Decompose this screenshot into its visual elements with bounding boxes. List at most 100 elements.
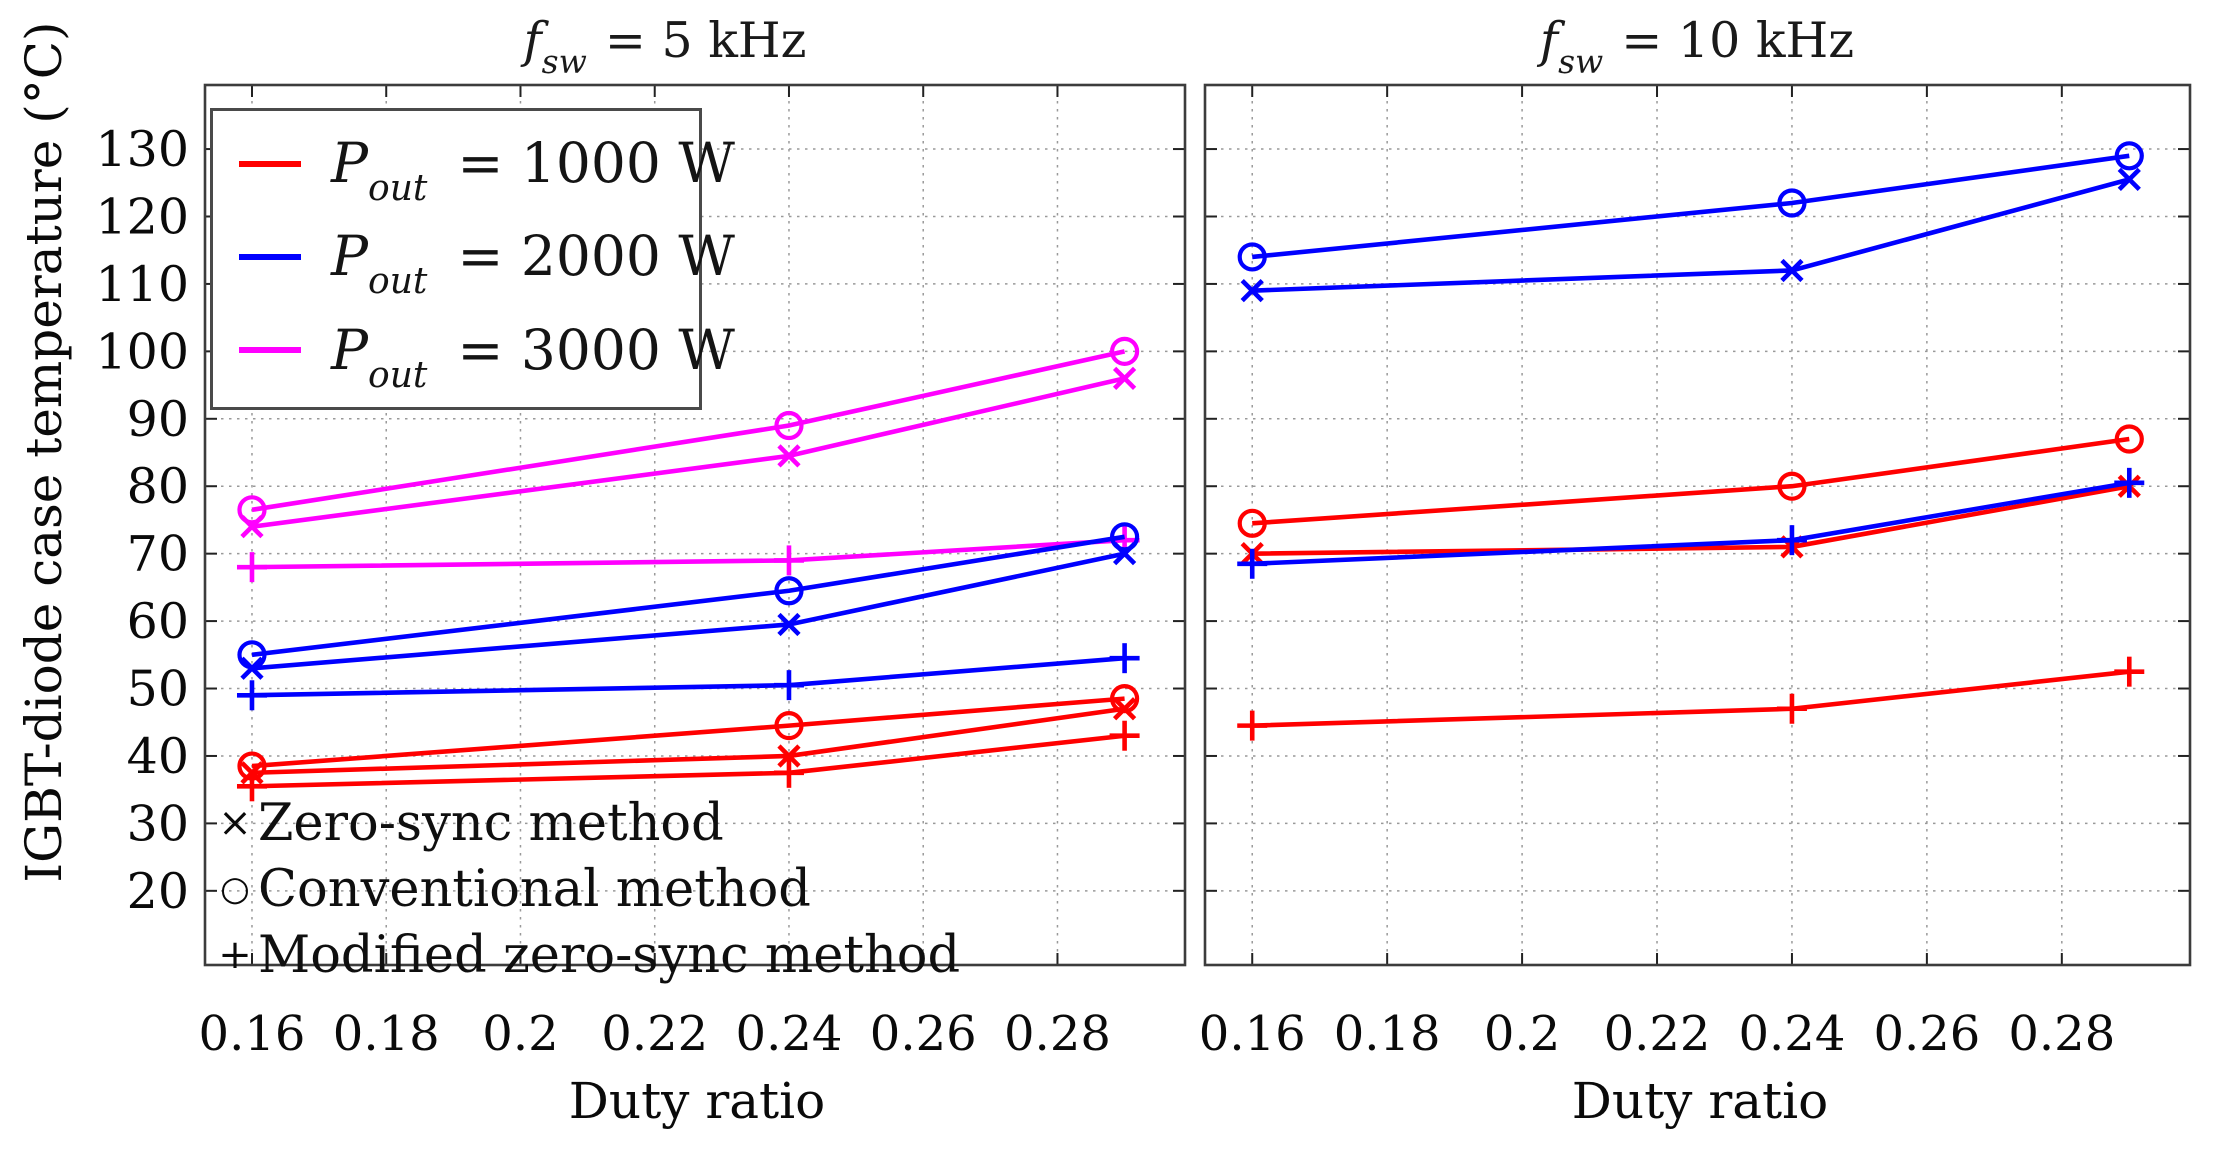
title-fsw-symbol: f: [1539, 12, 1559, 69]
legend-line-sample-magenta: [239, 347, 301, 354]
x-tick-label: 0.28: [1004, 1006, 1111, 1062]
x-tick-label: 0.16: [1199, 1006, 1306, 1062]
circle-marker-icon: [2114, 424, 2144, 454]
legend-item-1000w: Pout = 1000 W: [239, 122, 735, 207]
right-plot-title: fsw = 10 kHz: [1539, 12, 1855, 78]
x-tick-label: 0.24: [736, 1006, 843, 1062]
title-fsw-symbol: f: [523, 12, 542, 69]
series-line: [251, 696, 1125, 769]
x-tick-label: 0.16: [199, 1006, 306, 1062]
x-tick-label: 0.28: [2008, 1006, 2115, 1062]
legend-line-sample-blue: [239, 253, 301, 260]
circle-marker-icon: ○: [220, 869, 250, 909]
y-tick-label: 130: [95, 121, 189, 178]
circle-marker-icon: [1237, 508, 1267, 538]
y-tick-label: 80: [127, 458, 189, 515]
marker-legend-label: Modified zero-sync method: [258, 925, 961, 985]
marker-legend-item-conventional: ○ Conventional method: [212, 856, 960, 922]
x-tick-label: 0.2: [482, 1006, 558, 1062]
series-line: [1252, 177, 2130, 293]
marker-legend-label: Conventional method: [258, 859, 811, 919]
y-tick-label: 20: [127, 863, 189, 920]
circle-marker-icon: [1777, 188, 1807, 218]
series-line: [1252, 669, 2130, 728]
plot-border: [1203, 83, 2192, 967]
right-x-axis-label: Duty ratio: [1571, 1072, 1829, 1130]
x-tick-label: 0.24: [1739, 1006, 1846, 1062]
y-tick-label: 100: [95, 323, 189, 380]
legend-item-label: Pout = 3000 W: [331, 322, 735, 393]
series-line: [1251, 153, 2130, 260]
legend-p-subscript: out: [368, 354, 428, 396]
legend-line-sample-red: [239, 160, 301, 167]
y-tick-label: 50: [127, 661, 189, 718]
legend-item-label: Pout = 1000 W: [331, 136, 735, 207]
marker-legend-item-zero-sync: × Zero-sync method: [212, 790, 960, 856]
x-marker-icon: [777, 612, 801, 637]
y-tick-label: 30: [127, 795, 189, 852]
legend-item-label: Pout = 2000 W: [331, 229, 735, 300]
legend-p-subscript: out: [368, 261, 428, 303]
x-tick-label: 0.26: [870, 1006, 977, 1062]
circle-marker-icon: [774, 576, 804, 606]
legend-p-symbol: P: [331, 317, 369, 382]
y-tick-label: 40: [127, 728, 189, 785]
legend-p-subscript: out: [368, 168, 428, 210]
series-line: [251, 706, 1125, 776]
legend-p-symbol: P: [331, 224, 369, 289]
series-line: [251, 551, 1126, 671]
circle-marker-icon: [774, 410, 804, 441]
y-tick-label: 120: [95, 188, 189, 245]
x-marker-icon: [1112, 366, 1137, 390]
legend-p-symbol: P: [331, 131, 369, 196]
x-tick-label: 0.18: [1334, 1006, 1441, 1062]
legend-box: Pout = 1000 W Pout = 2000 W Pout = 3000 W: [210, 108, 735, 410]
circle-marker-icon: [1777, 471, 1807, 501]
series-line: [251, 349, 1126, 513]
legend-item-2000w: Pout = 2000 W: [239, 215, 735, 300]
x-marker-icon: [1780, 258, 1804, 283]
y-tick-label: 70: [127, 526, 189, 583]
plot-border: [203, 83, 1187, 967]
series-line: [251, 655, 1125, 698]
legend-p-value: = 2000 W: [457, 224, 735, 289]
circle-marker-icon: [1109, 684, 1140, 714]
y-tick-label: 90: [127, 391, 189, 448]
x-tick-label: 0.22: [1604, 1006, 1711, 1062]
marker-legend-label: Zero-sync method: [258, 793, 724, 853]
y-tick-label: 110: [95, 256, 189, 313]
y-axis-label: IGBT-diode case temperature (°C): [15, 21, 73, 883]
x-marker-icon: [777, 744, 801, 768]
title-fsw-subscript: sw: [1558, 42, 1604, 81]
x-marker-icon: ×: [218, 800, 252, 846]
x-marker-icon: [1112, 697, 1137, 721]
left-x-axis-label: Duty ratio: [568, 1072, 826, 1130]
legend-p-value: = 1000 W: [457, 131, 735, 196]
legend-item-3000w: Pout = 3000 W: [239, 308, 735, 393]
x-marker-icon: [777, 444, 801, 468]
legend-p-value: = 3000 W: [457, 317, 735, 382]
plus-marker-icon: +: [218, 932, 252, 978]
x-tick-label: 0.26: [1873, 1006, 1980, 1062]
left-plot-title: fsw = 5 kHz: [523, 12, 807, 78]
series-line: [1252, 436, 2130, 526]
circle-marker-icon: [1109, 336, 1140, 366]
y-tick-label: 60: [127, 593, 189, 650]
circle-marker-icon: [2114, 141, 2144, 171]
circle-marker-icon: [237, 640, 267, 670]
circle-marker-icon: [774, 711, 804, 741]
x-tick-label: 0.2: [1484, 1006, 1560, 1062]
title-value: = 10 kHz: [1621, 12, 1855, 69]
marker-legend: × Zero-sync method ○ Conventional method…: [212, 790, 960, 988]
x-tick-label: 0.22: [601, 1006, 708, 1062]
circle-marker-icon: [1109, 522, 1140, 552]
title-value: = 5 kHz: [604, 12, 807, 69]
title-fsw-subscript: sw: [541, 42, 587, 81]
series-line: [251, 534, 1125, 658]
circle-marker-icon: [1237, 242, 1267, 272]
x-marker-icon: [2117, 167, 2141, 192]
circle-marker-icon: [237, 495, 267, 525]
x-tick-label: 0.18: [333, 1006, 440, 1062]
